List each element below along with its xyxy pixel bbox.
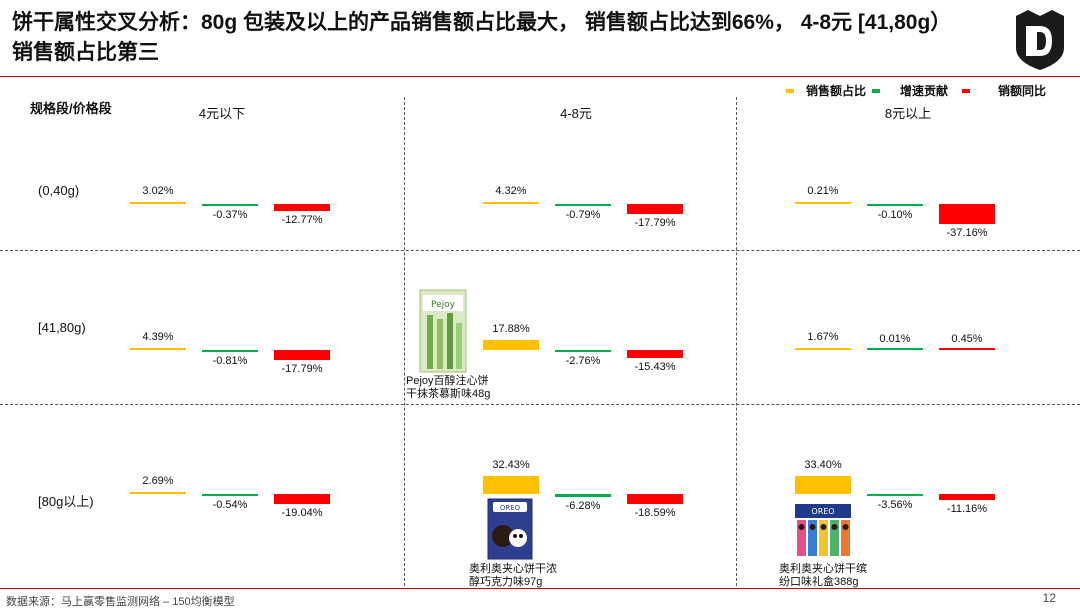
- data-label-share: 2.69%: [142, 475, 174, 487]
- product-name: 奥利奥夹心饼干浓 醇巧克力味97g: [469, 563, 557, 588]
- bar-share: [795, 475, 851, 494]
- data-label-growth-contribution: -3.56%: [877, 499, 913, 511]
- bar-sales-yoy: [939, 204, 995, 225]
- svg-text:OREO: OREO: [811, 507, 834, 516]
- bar-share: [483, 476, 539, 494]
- data-label-sales-yoy: -17.79%: [634, 216, 676, 229]
- bar-sales-yoy: [939, 494, 995, 501]
- grid-divider-horizontal: [0, 404, 1080, 405]
- bar-sales-yoy: [274, 494, 330, 505]
- column-header-0: 4元以下: [198, 106, 246, 121]
- data-label-share: 4.39%: [142, 330, 174, 343]
- product-image-oreo-giftbox: OREO: [795, 504, 851, 556]
- legend-label-yoy: 销额同比: [998, 84, 1047, 98]
- data-label-growth-contribution: -6.28%: [565, 500, 601, 513]
- column-header-1: 4-8元: [560, 106, 592, 121]
- bar-growth-contribution: [867, 494, 923, 496]
- bar-share: [795, 348, 851, 350]
- bar-sales-yoy: [627, 204, 683, 214]
- bar-growth-contribution: [867, 204, 923, 206]
- data-label-share: 1.67%: [807, 331, 839, 343]
- bar-share: [130, 202, 186, 204]
- data-label-share: 0.21%: [807, 185, 839, 197]
- data-label-share: 33.40%: [804, 458, 842, 471]
- data-label-growth-contribution: 0.01%: [879, 333, 911, 345]
- data-label-sales-yoy: -11.16%: [946, 503, 988, 516]
- data-label-sales-yoy: -37.16%: [946, 227, 988, 240]
- bar-sales-yoy: [939, 348, 995, 350]
- data-label-share: 4.32%: [495, 184, 527, 197]
- legend-item-contrib: 增速贡献: [872, 82, 948, 99]
- data-label-sales-yoy: -12.77%: [281, 213, 323, 226]
- bar-share: [130, 492, 186, 494]
- bar-sales-yoy: [274, 204, 330, 211]
- data-label-sales-yoy: -15.43%: [634, 361, 676, 374]
- bar-growth-contribution: [555, 494, 611, 498]
- grid-divider-horizontal: [0, 250, 1080, 251]
- bar-sales-yoy: [627, 494, 683, 505]
- data-label-growth-contribution: -0.37%: [212, 209, 248, 221]
- legend-swatch-yoy: [962, 88, 970, 93]
- legend-item-share: 销售额占比: [786, 82, 866, 99]
- product-name: Pejoy百醇注心饼 干抹茶慕斯味48g: [406, 375, 491, 400]
- legend-item-yoy: 销额同比: [962, 82, 1046, 99]
- page-number: 12: [1042, 591, 1056, 605]
- data-label-growth-contribution: -0.81%: [212, 355, 248, 367]
- data-label-growth-contribution: -0.79%: [565, 209, 601, 221]
- svg-text:Pejoy: Pejoy: [431, 300, 456, 310]
- legend-label-share: 销售额占比: [806, 84, 867, 98]
- bar-growth-contribution: [202, 350, 258, 352]
- footer-divider: [0, 588, 1080, 589]
- data-label-sales-yoy: -19.04%: [281, 507, 323, 520]
- product-name: 奥利奥夹心饼干缤 纷口味礼盒388g: [779, 563, 867, 588]
- data-label-sales-yoy: -18.59%: [634, 507, 676, 520]
- column-header-2: 8元以上: [884, 106, 932, 121]
- title-divider: [0, 76, 1080, 77]
- row-header-2: [80g以上): [38, 494, 94, 509]
- bar-sales-yoy: [274, 350, 330, 360]
- bar-growth-contribution: [555, 350, 611, 352]
- legend-swatch-contrib: [872, 88, 880, 93]
- product-image-oreo-chocolate: OREO: [487, 498, 533, 560]
- row-header-1: [41,80g): [38, 320, 86, 335]
- data-label-sales-yoy: -17.79%: [281, 362, 323, 375]
- product-image-pejoy: Pejoy: [419, 289, 467, 373]
- data-source: 数据来源：马上赢零售监测网络 – 150均衡模型: [6, 596, 235, 608]
- bar-share: [795, 202, 851, 204]
- bar-share: [130, 347, 186, 350]
- data-label-share: 17.88%: [492, 323, 530, 336]
- bar-sales-yoy: [627, 350, 683, 359]
- bar-growth-contribution: [555, 204, 611, 206]
- svg-text:OREO: OREO: [500, 504, 521, 512]
- page-title: 饼干属性交叉分析：80g 包装及以上的产品销售额占比最大， 销售额占比达到66%…: [12, 11, 952, 64]
- bar-growth-contribution: [202, 494, 258, 496]
- data-label-growth-contribution: -2.76%: [565, 355, 601, 367]
- bar-growth-contribution: [202, 204, 258, 206]
- bar-share: [483, 340, 539, 350]
- grid-divider-vertical: [736, 97, 737, 586]
- legend-label-contrib: 增速贡献: [900, 84, 949, 98]
- data-label-sales-yoy: 0.45%: [951, 333, 983, 345]
- data-label-share: 3.02%: [142, 185, 174, 197]
- grid-divider-vertical: [404, 97, 405, 586]
- bar-growth-contribution: [867, 348, 923, 350]
- legend-swatch-share: [786, 88, 794, 93]
- data-label-share: 32.43%: [492, 459, 530, 472]
- brand-logo-icon: [1016, 10, 1064, 70]
- row-header-0: (0,40g): [38, 183, 80, 198]
- data-label-growth-contribution: -0.10%: [877, 209, 913, 221]
- corner-label: 规格段/价格段: [30, 101, 112, 116]
- data-label-growth-contribution: -0.54%: [212, 499, 248, 511]
- bar-share: [483, 201, 539, 204]
